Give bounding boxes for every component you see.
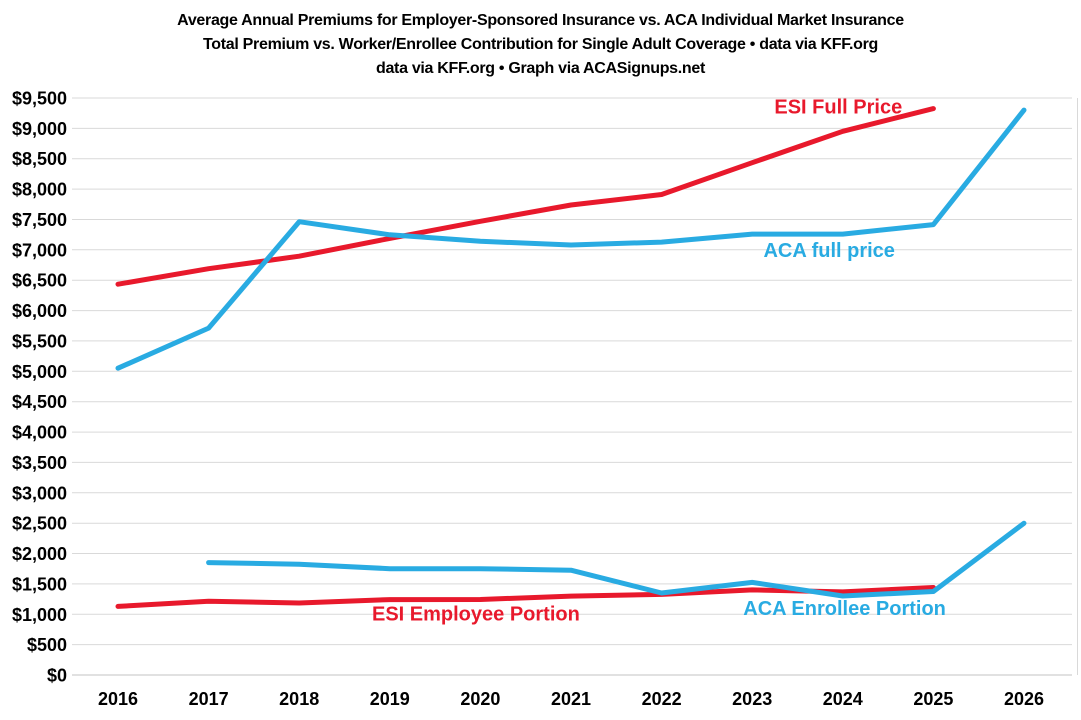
y-axis-tick-label: $500: [27, 635, 67, 655]
x-axis-tick-label: 2020: [460, 689, 500, 709]
chart-title-line-3: data via KFF.org • Graph via ACASignups.…: [375, 60, 706, 77]
y-axis-tick-label: $4,500: [12, 392, 67, 412]
series-label-aca-full-price: ACA full price: [763, 240, 895, 262]
y-axis-tick-label: $8,500: [12, 149, 67, 169]
series-line-esi-full-price: [115, 106, 936, 287]
y-axis-tick-label: $6,500: [12, 271, 67, 291]
y-axis-tick-label: $4,000: [12, 423, 67, 443]
y-axis-tick-label: $9,500: [12, 89, 67, 109]
x-axis-tick-label: 2024: [823, 689, 863, 709]
x-axis-tick-label: 2018: [279, 689, 319, 709]
x-axis-tick-label: 2026: [1004, 689, 1044, 709]
y-axis-tick-label: $1,500: [12, 574, 67, 594]
series-line-aca-full-price: [115, 107, 1027, 371]
y-axis-tick-label: $8,000: [12, 180, 67, 200]
y-axis-tick-label: $5,500: [12, 331, 67, 351]
series-label-esi-full-price: ESI Full Price: [774, 97, 902, 119]
y-axis-tick-label: $2,500: [12, 514, 67, 534]
x-axis-tick-label: 2022: [642, 689, 682, 709]
x-axis-tick-label: 2021: [551, 689, 591, 709]
x-axis-tick-label: 2017: [189, 689, 229, 709]
chart-title: Average Annual Premiums for Employer-Spo…: [0, 9, 1081, 81]
y-axis-tick-label: $1,000: [12, 605, 67, 625]
y-axis-tick-label: $0: [47, 666, 67, 686]
y-axis-tick-label: $6,000: [12, 301, 67, 321]
y-axis-tick-label: $3,000: [12, 483, 67, 503]
chart-title-line-1: Average Annual Premiums for Employer-Spo…: [177, 12, 904, 29]
series-line-aca-enrollee-portion: [206, 520, 1027, 599]
y-axis-tick-label: $9,000: [12, 119, 67, 139]
series-label-esi-employee-portion: ESI Employee Portion: [372, 604, 580, 626]
chart-title-line-2: Total Premium vs. Worker/Enrollee Contri…: [203, 36, 878, 53]
series-label-aca-enrollee-portion: ACA Enrollee Portion: [743, 598, 946, 620]
x-axis-tick-label: 2023: [732, 689, 772, 709]
y-axis-tick-label: $3,500: [12, 453, 67, 473]
x-axis-tick-label: 2016: [98, 689, 138, 709]
x-axis-tick-label: 2025: [913, 689, 953, 709]
y-axis-tick-label: $2,000: [12, 544, 67, 564]
y-axis-tick-label: $7,500: [12, 210, 67, 230]
y-axis-tick-label: $7,000: [12, 240, 67, 260]
y-axis-tick-label: $5,000: [12, 362, 67, 382]
x-axis-tick-label: 2019: [370, 689, 410, 709]
